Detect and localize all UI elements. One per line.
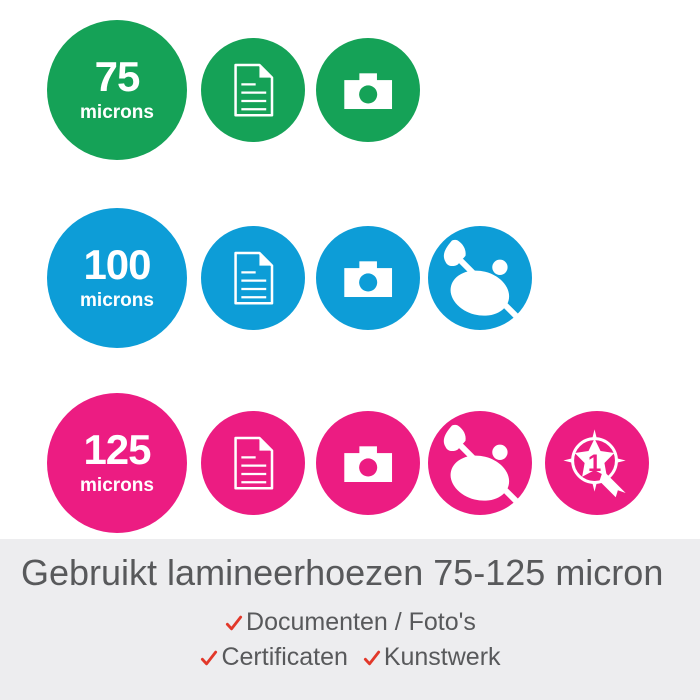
svg-text:1: 1 bbox=[587, 450, 600, 477]
